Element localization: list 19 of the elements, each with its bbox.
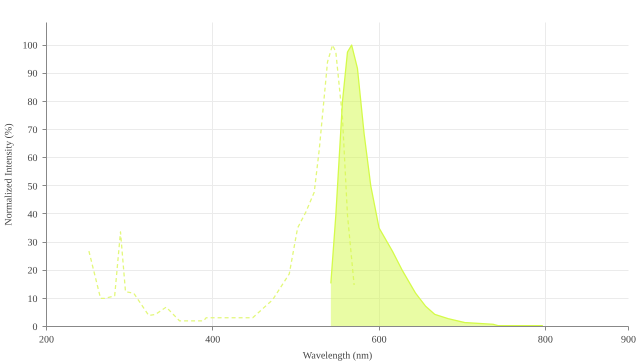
y-tick-label: 70 (28, 124, 38, 136)
y-tick-label: 100 (22, 40, 38, 52)
y-tick-label: 40 (28, 209, 38, 220)
x-tick-label: 800 (538, 334, 553, 346)
y-tick-label: 20 (28, 266, 38, 277)
x-tick-label: 200 (39, 334, 54, 346)
y-tick-label: 80 (28, 96, 38, 108)
y-tick-label: 0 (32, 322, 38, 333)
y-tick-label: 50 (28, 181, 38, 192)
x-tick-label: 600 (372, 334, 387, 346)
x-tick-label: 400 (205, 334, 220, 346)
y-tick-label: 10 (28, 294, 38, 305)
y-tick-label: 90 (28, 68, 38, 80)
y-tick-label: 30 (28, 238, 38, 249)
line-series (88, 44, 355, 322)
x-tick-label: 900 (621, 334, 636, 346)
x-axis-title: Wavelength (nm) (302, 350, 372, 362)
y-tick-label: 60 (28, 153, 38, 164)
y-axis-title: Normalized Intensity (%) (4, 123, 14, 226)
